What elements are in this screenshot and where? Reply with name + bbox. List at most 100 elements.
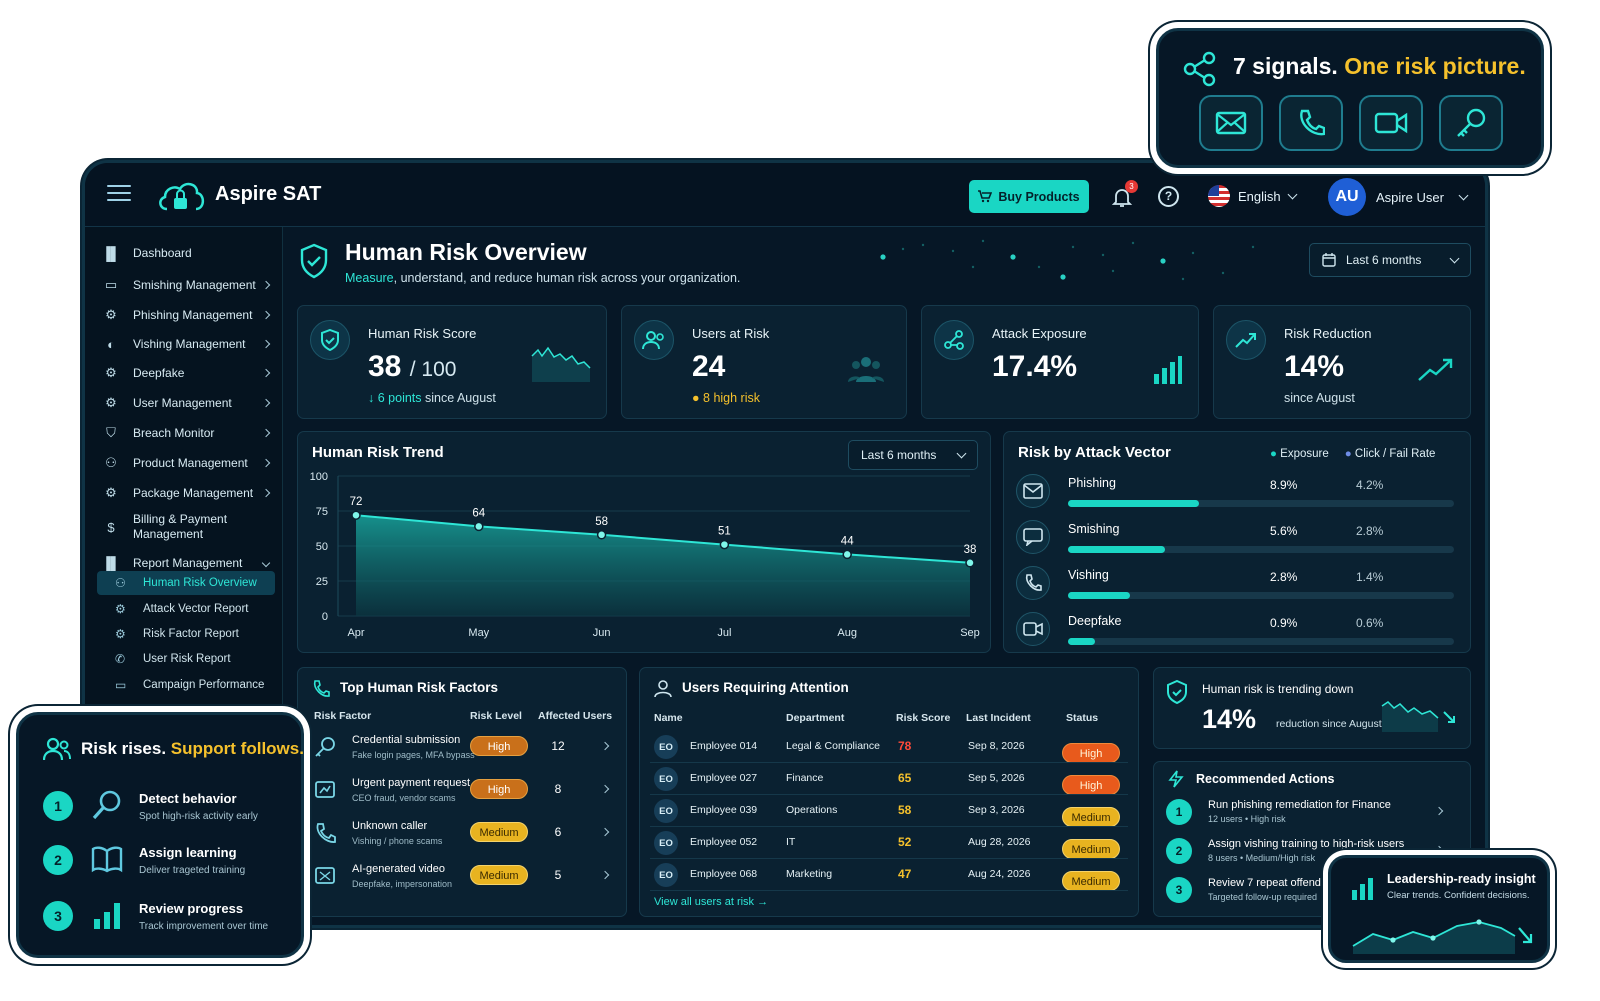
trend-point[interactable]	[719, 539, 730, 550]
trend-point[interactable]	[842, 549, 852, 560]
factor-row[interactable]: Urgent payment request CEO fraud, vendor …	[298, 771, 626, 813]
action-item[interactable]: 3 Review 7 repeat offenders Targeted follo…	[1166, 874, 1456, 910]
notifications-button[interactable]: 3	[1110, 180, 1138, 209]
vector-bar-fill	[1068, 500, 1200, 507]
sidebar-item-smishing[interactable]: ▭ Smishing Management	[85, 275, 283, 295]
sidebar-item-dashboard[interactable]: ▐▌ Dashboard	[85, 243, 283, 263]
trend-point[interactable]	[596, 530, 607, 540]
buy-products-label: Buy Products	[998, 189, 1080, 204]
factor-users: 8	[554, 782, 562, 796]
language-select[interactable]: English	[1208, 185, 1298, 207]
vector-row[interactable]: Smishing 5.6% 2.8%	[1004, 518, 1472, 560]
page-title: Human Risk Overview	[345, 239, 587, 265]
video-icon	[1374, 112, 1408, 134]
vector-name: Smishing	[1068, 522, 1120, 536]
user-menu[interactable]: AU Aspire User	[1328, 178, 1469, 216]
factor-users: 5	[554, 868, 562, 882]
kpi-delta: ↓ 6 points since August	[368, 391, 496, 405]
sidebar-item-user-management[interactable]: ⚙ User Management	[85, 393, 283, 413]
table-row[interactable]: EO Employee 027 Finance Sep 5, 2026 65 High	[650, 764, 1128, 795]
warning-icon: ●	[692, 391, 704, 405]
action-item[interactable]: 2 Assign vishing training to high-risk us…	[1166, 835, 1456, 871]
vector-bar-track	[1068, 546, 1454, 553]
legend-exposure: ● Exposure	[1270, 448, 1329, 460]
search-icon	[92, 790, 121, 820]
kpi-note: ● 8 high risk	[692, 391, 760, 405]
vector-row[interactable]: Deepfake 0.9% 0.6%	[1004, 610, 1472, 652]
user-name: Employee 027	[690, 772, 758, 784]
user-name: Employee 052	[690, 836, 758, 848]
sidebar-sub-user-risk-report[interactable]: ✆ User Risk Report	[97, 647, 275, 671]
user-department: Finance	[786, 772, 824, 784]
video-signal-button[interactable]	[1359, 95, 1423, 151]
sidebar-item-package-management[interactable]: ⚙ Package Management	[85, 483, 283, 503]
trend-area	[356, 515, 970, 616]
trend-point[interactable]	[351, 510, 361, 520]
sidebar-sub-attack-vector-report[interactable]: ⚙ Attack Vector Report	[97, 597, 275, 621]
sidebar-item-report-management[interactable]: ▐▌ Report Management	[85, 553, 283, 573]
key-signal-button[interactable]	[1439, 95, 1503, 151]
video-icon	[1016, 612, 1050, 646]
table-row[interactable]: EO Employee 014 Legal & Compliance Sep 8, 2…	[650, 732, 1128, 763]
x-tick-label: Jun	[593, 627, 611, 639]
table-row[interactable]: EO Employee 052 IT Aug 28, 2026 52 Medium	[650, 828, 1128, 859]
signals-callout: 7 signals. One risk picture.	[1156, 28, 1544, 168]
phone-icon	[313, 680, 330, 697]
action-text: Review 7 repeat offenders	[1208, 877, 1337, 889]
page-subtitle: Measure, understand, and reduce human ri…	[345, 271, 740, 285]
recommended-actions-card: Recommended Actions 1 Run phishing remedi…	[1153, 761, 1471, 917]
factor-users: 12	[551, 739, 565, 753]
vector-row[interactable]: Vishing 2.8% 1.4%	[1004, 564, 1472, 606]
step-title: Detect behavior	[139, 791, 237, 806]
main-content: Human Risk Overview Measure, understand,…	[283, 227, 1485, 925]
sparkline-icon	[531, 346, 591, 382]
share-nodes-icon	[934, 320, 974, 360]
vector-exposure: 8.9%	[1270, 478, 1298, 492]
factor-row[interactable]: AI-generated video Deepfake, impersonatio…	[298, 857, 626, 899]
top-risk-factors-card: Top Human Risk Factors Risk Factor Risk …	[297, 667, 627, 917]
action-number: 3	[1166, 877, 1192, 903]
sidebar-item-vishing[interactable]: ◐ Vishing Management	[85, 334, 283, 354]
buy-products-button[interactable]: Buy Products	[969, 180, 1089, 213]
sidebar-item-label: Product Management	[133, 455, 248, 470]
help-icon[interactable]: ?	[1158, 186, 1179, 207]
trend-point[interactable]	[474, 521, 484, 532]
menu-icon[interactable]	[107, 185, 131, 203]
sidebar-item-phishing[interactable]: ⚙ Phishing Management	[85, 305, 283, 325]
user-risk-score: 78	[898, 739, 912, 753]
action-item[interactable]: 1 Run phishing remediation for Finance 12 …	[1166, 796, 1456, 832]
data-label: 58	[595, 516, 608, 528]
factor-row[interactable]: Unknown caller Vishing / phone scams Mediu…	[298, 814, 626, 856]
date-range-select[interactable]: Last 6 months	[1309, 243, 1471, 277]
chart-icon	[314, 779, 338, 803]
factor-row[interactable]: Credential submission Fake login pages, M…	[298, 728, 626, 770]
vector-row[interactable]: Phishing 8.9% 4.2%	[1004, 472, 1472, 514]
sidebar-item-deepfake[interactable]: ⚙ Deepfake	[85, 363, 283, 383]
sidebar-item-billing[interactable]: $ Billing & Payment Management	[85, 511, 283, 543]
action-number: 2	[1166, 838, 1192, 864]
sidebar-sub-risk-factor-report[interactable]: ⚙ Risk Factor Report	[97, 622, 275, 646]
chevron-down-icon	[956, 448, 967, 458]
factor-desc: Fake login pages, MFA bypass	[352, 750, 475, 760]
mail-signal-button[interactable]	[1199, 95, 1263, 151]
factor-level: High	[470, 736, 528, 756]
bar-chart-icon: ▐▌	[101, 555, 121, 571]
sidebar-item-breach-monitor[interactable]: ⛉ Breach Monitor	[85, 423, 283, 443]
trend-range-select[interactable]: Last 6 months	[848, 440, 978, 470]
factor-level: Medium	[470, 865, 528, 885]
row-divider	[650, 762, 1128, 763]
sidebar-sub-human-risk-overview[interactable]: ⚇ Human Risk Overview	[97, 571, 275, 595]
factor-level: High	[470, 779, 528, 799]
view-all-users-link[interactable]: View all users at risk →	[654, 896, 768, 908]
sidebar-item-product-management[interactable]: ⚇ Product Management	[85, 453, 283, 473]
vector-bar-fill	[1068, 546, 1165, 553]
downtrend-sparkline-icon	[1381, 701, 1455, 732]
shield-icon	[1167, 680, 1187, 704]
y-tick-label: 100	[310, 471, 328, 483]
sidebar-sub-campaign-performance[interactable]: ▭ Campaign Performance	[97, 673, 275, 697]
trend-point[interactable]	[965, 558, 975, 568]
user-department: Operations	[786, 804, 838, 816]
table-row[interactable]: EO Employee 068 Marketing Aug 24, 2026 47 Med…	[650, 860, 1128, 891]
phone-signal-button[interactable]	[1279, 95, 1343, 151]
table-row[interactable]: EO Employee 039 Operations Sep 3, 2026 58 Med…	[650, 796, 1128, 827]
